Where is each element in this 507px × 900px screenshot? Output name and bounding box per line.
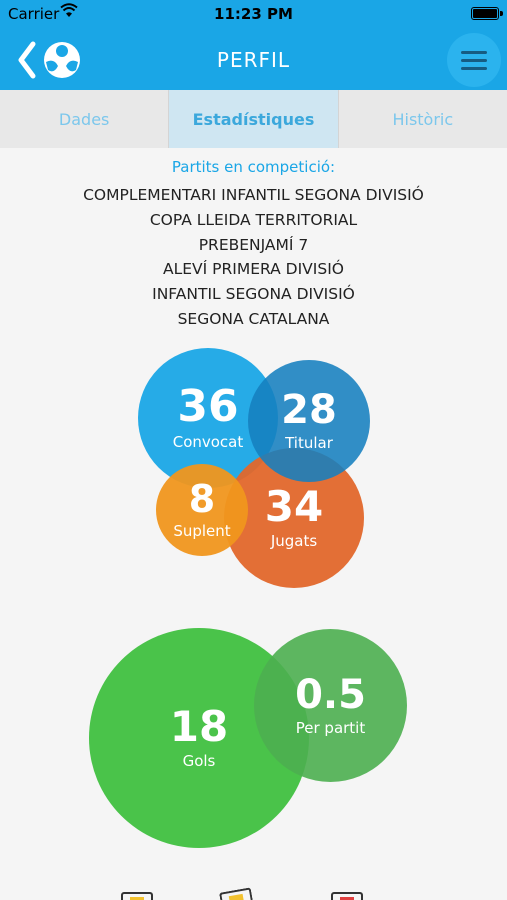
status-bar: Carrier 11:23 PM [0, 0, 507, 28]
battery-icon [471, 7, 503, 20]
competition-item: COMPLEMENTARI INFANTIL SEGONA DIVISIÓ [83, 186, 424, 204]
suplent-label: Suplent [173, 522, 231, 540]
clock: 11:23 PM [214, 5, 293, 23]
per-partit-bubble: 0.5 Per partit [254, 629, 407, 782]
tab-historic[interactable]: Històric [392, 109, 454, 129]
tab-estadistiques[interactable]: Estadístiques [169, 90, 339, 148]
back-logo-icon [18, 41, 80, 79]
gols-label: Gols [182, 752, 216, 770]
competition-item: COPA LLEIDA TERRITORIAL [149, 210, 358, 229]
competition-item: ALEVÍ PRIMERA DIVISIÓ [163, 260, 344, 279]
per-partit-label: Per partit [295, 718, 366, 737]
suplent-value: 8 [188, 477, 216, 521]
red-card-icon [331, 892, 363, 900]
titular-bubble: 28 Titular [248, 360, 370, 482]
tab-bar: Dades Estadístiques Històric [0, 90, 507, 148]
yellow-card-icon [121, 892, 153, 900]
per-partit-value: 0.5 [295, 671, 366, 718]
convocat-value: 36 [177, 381, 239, 432]
menu-icon [461, 51, 487, 54]
jugats-value: 34 [264, 482, 324, 531]
competition-item: INFANTIL SEGONA DIVISIÓ [152, 285, 355, 304]
menu-button[interactable] [447, 33, 501, 87]
nav-bar: PERFIL [0, 28, 507, 90]
gols-value: 18 [169, 702, 229, 751]
wifi-icon [60, 3, 78, 17]
competitions-list: COMPLEMENTARI INFANTIL SEGONA DIVISIÓ CO… [0, 183, 507, 332]
back-button[interactable] [16, 40, 88, 80]
carrier-label: Carrier [8, 5, 60, 23]
convocat-label: Convocat [172, 433, 244, 451]
titular-label: Titular [285, 434, 333, 452]
page-title: PERFIL [216, 48, 291, 72]
tab-dades[interactable]: Dades [0, 90, 170, 148]
titular-value: 28 [281, 387, 337, 433]
suplent-bubble: 8 Suplent [156, 464, 248, 556]
competition-item: PREBENJAMÍ 7 [198, 235, 309, 254]
jugats-label: Jugats [270, 532, 318, 550]
competition-item: SEGONA CATALANA [177, 309, 330, 328]
competitions-header: Partits en competició: [171, 158, 336, 176]
double-yellow-card-icon [219, 887, 253, 900]
